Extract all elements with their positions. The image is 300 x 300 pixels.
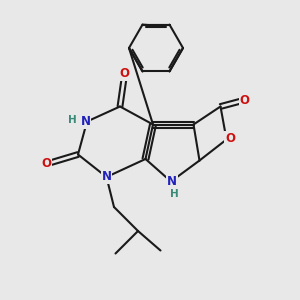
Text: N: N	[167, 175, 177, 188]
Text: O: O	[225, 131, 235, 145]
Text: N: N	[101, 170, 112, 184]
Text: N: N	[80, 115, 91, 128]
Text: O: O	[41, 157, 52, 170]
Text: O: O	[239, 94, 250, 107]
Text: O: O	[119, 67, 130, 80]
Text: H: H	[169, 189, 178, 199]
Text: H: H	[68, 115, 77, 125]
